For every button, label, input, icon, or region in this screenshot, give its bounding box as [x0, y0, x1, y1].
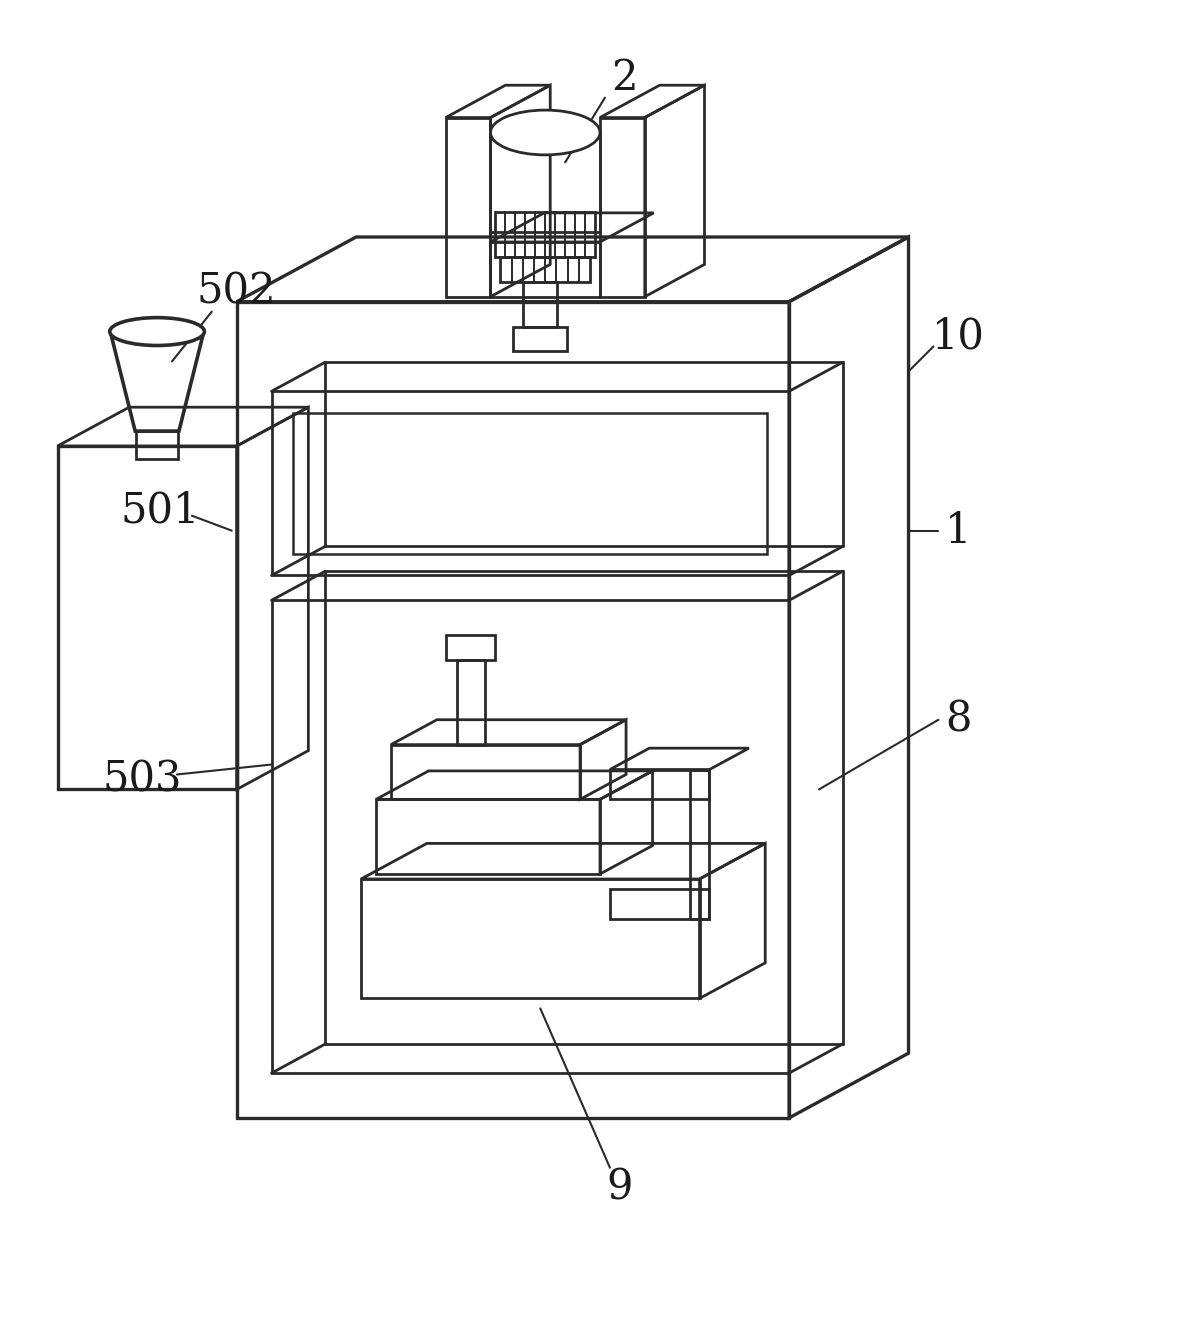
Text: 1: 1 [945, 510, 972, 551]
Ellipse shape [110, 318, 204, 346]
Bar [456, 660, 484, 744]
Text: 2: 2 [612, 57, 638, 98]
Bar [446, 635, 496, 660]
Bar [136, 431, 178, 459]
Text: 503: 503 [103, 759, 182, 800]
Ellipse shape [490, 110, 600, 154]
Text: 8: 8 [945, 699, 972, 741]
Text: 502: 502 [197, 270, 276, 313]
Text: 10: 10 [932, 315, 985, 358]
Text: 9: 9 [607, 1166, 633, 1209]
Text: 501: 501 [121, 490, 200, 531]
